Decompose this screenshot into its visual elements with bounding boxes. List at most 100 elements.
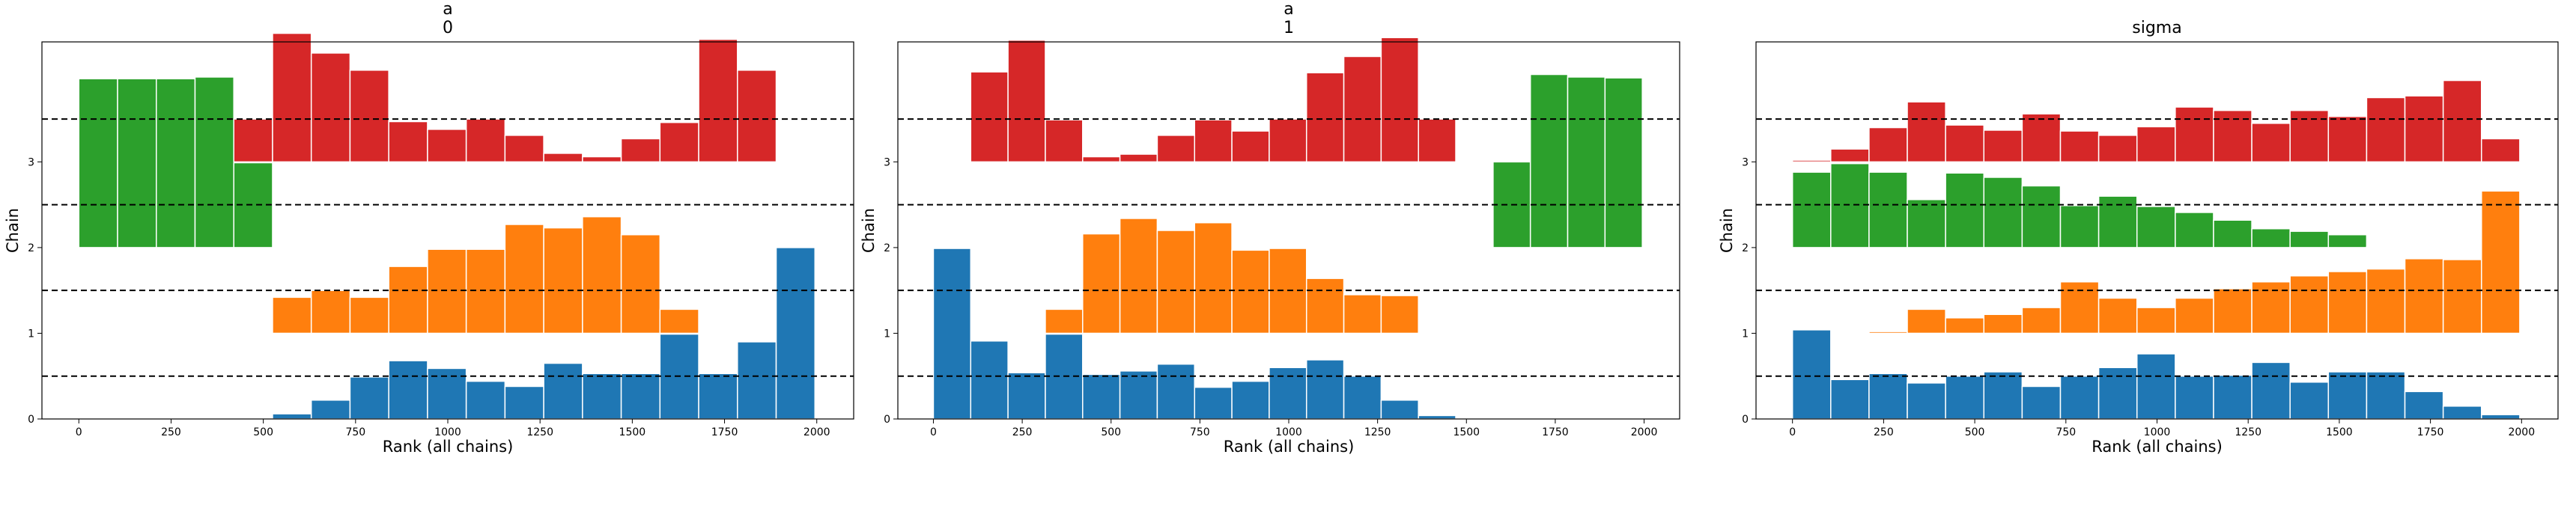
chain-3-bars — [1791, 79, 2521, 163]
x-tick-label: 500 — [253, 426, 273, 438]
rank-bar — [1418, 118, 1456, 163]
rank-bar — [1082, 373, 1121, 420]
y-tick-label: 1 — [28, 328, 34, 340]
y-tick-label: 2 — [1742, 242, 1749, 254]
rank-bar — [1380, 295, 1419, 334]
chart-title: 0 — [443, 19, 453, 37]
y-tick-label: 0 — [884, 414, 890, 426]
rank-bar — [659, 308, 699, 334]
rank-bar — [1380, 37, 1419, 163]
y-axis-label: Chain — [860, 208, 878, 253]
rank-bar — [2442, 79, 2482, 163]
y-tick-label: 2 — [884, 242, 890, 254]
rank-bar — [2289, 109, 2330, 163]
rank-bar — [1945, 172, 1985, 248]
rank-bar — [582, 215, 622, 334]
y-tick-label: 3 — [884, 156, 890, 168]
x-tick-label: 0 — [76, 426, 82, 438]
rank-bar — [1156, 135, 1195, 163]
chain-0-bars — [932, 248, 1456, 420]
rank-bar — [2097, 297, 2138, 334]
rank-bar — [698, 38, 738, 163]
chain-0-bars — [1791, 329, 2521, 420]
x-tick-label: 500 — [1965, 426, 1985, 438]
rank-bar — [1791, 159, 1832, 163]
y-tick-label: 0 — [1742, 414, 1749, 426]
chain-3-bars — [970, 37, 1456, 163]
y-tick-label: 1 — [1742, 328, 1749, 340]
rank-bar — [2136, 206, 2176, 248]
rank-bar — [504, 224, 544, 334]
rank-bar — [2136, 353, 2176, 420]
rank-bar — [1604, 77, 1643, 248]
rank-bar — [1343, 294, 1382, 334]
rank-bar — [2097, 367, 2138, 420]
rank-bar — [1007, 372, 1046, 420]
rank-bar — [1907, 101, 1946, 163]
rank-bar — [1045, 308, 1084, 334]
rank-bar — [1305, 359, 1345, 420]
rank-bar — [1082, 233, 1121, 334]
x-tick-label: 1000 — [434, 426, 461, 438]
x-tick-label: 750 — [2056, 426, 2076, 438]
rank-bar — [2289, 230, 2330, 248]
rank-bar — [2404, 258, 2444, 334]
rank-bar — [388, 266, 428, 334]
rank-bar — [2059, 205, 2100, 248]
rank-bar — [1907, 308, 1946, 334]
y-tick-label: 1 — [884, 328, 890, 340]
rank-bar — [1830, 379, 1870, 420]
panel-0: 0 250 500 750 1000 1250 1500 1750 2000 0 1 2 3 Rank (… — [4, 0, 854, 456]
rank-bar — [2366, 268, 2406, 334]
rank-bar — [1231, 130, 1270, 163]
rank-bar — [2251, 361, 2291, 420]
rank-bar — [272, 32, 312, 163]
rank-bar — [1868, 373, 1908, 420]
rank-bar — [2251, 281, 2291, 334]
x-tick-label: 2000 — [2508, 426, 2535, 438]
rank-bar — [1791, 329, 1832, 420]
rank-bar — [775, 247, 816, 420]
rank-bar — [932, 248, 972, 420]
rank-bar — [543, 227, 583, 334]
rank-bar — [2213, 288, 2253, 334]
rank-bar — [349, 70, 389, 163]
rank-bar — [2097, 195, 2138, 248]
x-tick-label: 1750 — [1542, 426, 1569, 438]
y-tick-label: 3 — [28, 156, 34, 168]
chain-3-bars — [233, 32, 777, 163]
x-axis-label: Rank (all chains) — [383, 438, 514, 456]
rank-bar — [349, 376, 389, 420]
rank-bar — [2136, 126, 2176, 163]
chart-title: a — [1284, 0, 1293, 19]
rank-bar — [1007, 39, 1046, 163]
x-tick-label: 1250 — [526, 426, 553, 438]
x-tick-label: 1750 — [711, 426, 738, 438]
rank-bar — [1119, 153, 1158, 163]
x-tick-label: 0 — [1789, 426, 1796, 438]
chain-2-bars — [78, 76, 273, 248]
rank-bar — [1156, 230, 1195, 334]
y-axis-label: Chain — [1718, 208, 1736, 253]
rank-bar — [2289, 381, 2330, 420]
x-axis-label: Rank (all chains) — [1224, 438, 1355, 456]
chart-title: 1 — [1284, 19, 1294, 37]
rank-bar — [1983, 177, 2023, 248]
rank-bar — [2213, 374, 2253, 420]
rank-bar — [1305, 72, 1345, 163]
rank-bar — [1868, 331, 1908, 334]
rank-bar — [349, 296, 389, 334]
rank-bar — [582, 373, 622, 420]
rank-bar — [1983, 371, 2023, 420]
rank-bar — [272, 413, 312, 420]
rank-bar — [2327, 271, 2368, 334]
x-tick-label: 1500 — [1453, 426, 1480, 438]
rank-bar — [1156, 363, 1195, 420]
rank-bar — [1945, 317, 1985, 334]
rank-bar — [465, 248, 506, 334]
rank-bar — [465, 118, 506, 163]
chain-2-bars — [1492, 73, 1643, 248]
rank-bar — [1830, 162, 1870, 248]
rank-bar — [543, 153, 583, 163]
rank-bar — [2442, 259, 2482, 334]
